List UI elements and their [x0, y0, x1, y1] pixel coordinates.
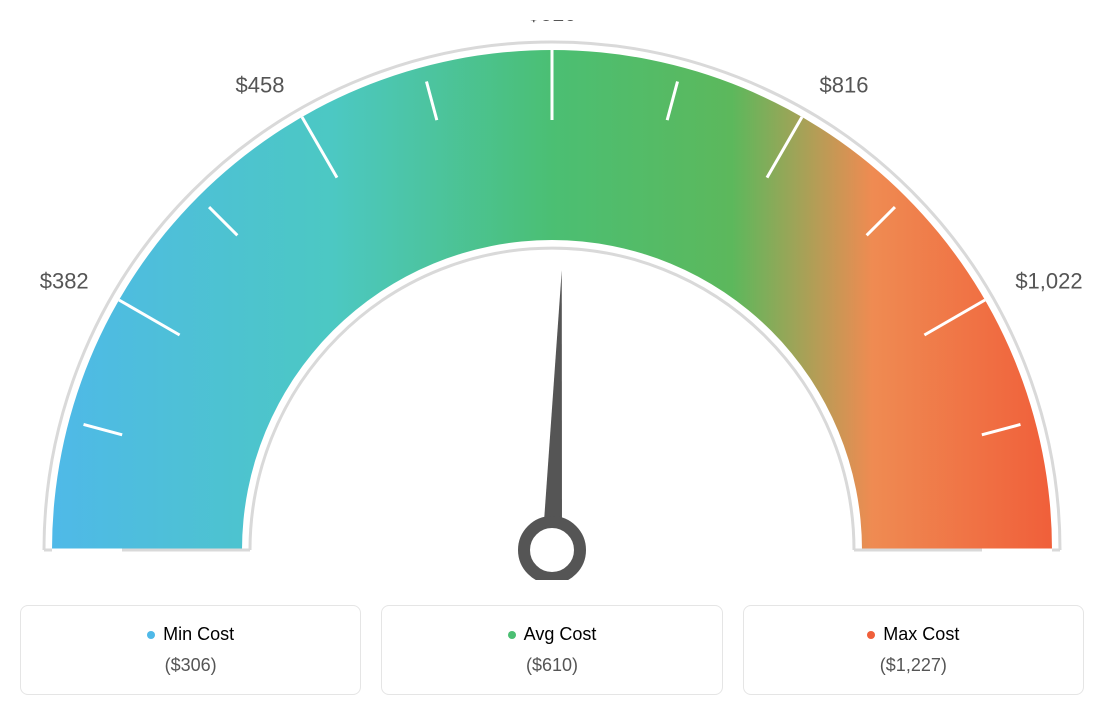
- legend-dot-avg: [508, 631, 516, 639]
- svg-text:$458: $458: [236, 73, 285, 98]
- legend-card-max: Max Cost ($1,227): [743, 605, 1084, 695]
- legend-dot-max: [867, 631, 875, 639]
- gauge-svg: $306$382$458$610$816$1,022$1,227: [20, 20, 1084, 580]
- legend-value-min: ($306): [31, 655, 350, 676]
- legend-label-max: Max Cost: [883, 624, 959, 645]
- legend-card-avg: Avg Cost ($610): [381, 605, 722, 695]
- legend-dot-min: [147, 631, 155, 639]
- legend-row: Min Cost ($306) Avg Cost ($610) Max Cost…: [20, 605, 1084, 695]
- legend-card-min: Min Cost ($306): [20, 605, 361, 695]
- legend-value-max: ($1,227): [754, 655, 1073, 676]
- legend-title-max: Max Cost: [867, 624, 959, 645]
- legend-label-avg: Avg Cost: [524, 624, 597, 645]
- svg-text:$610: $610: [528, 20, 577, 26]
- legend-label-min: Min Cost: [163, 624, 234, 645]
- svg-text:$1,022: $1,022: [1015, 269, 1082, 294]
- legend-value-avg: ($610): [392, 655, 711, 676]
- cost-gauge-chart: $306$382$458$610$816$1,022$1,227: [20, 20, 1084, 585]
- svg-text:$816: $816: [820, 73, 869, 98]
- legend-title-min: Min Cost: [147, 624, 234, 645]
- svg-text:$382: $382: [40, 269, 89, 294]
- legend-title-avg: Avg Cost: [508, 624, 597, 645]
